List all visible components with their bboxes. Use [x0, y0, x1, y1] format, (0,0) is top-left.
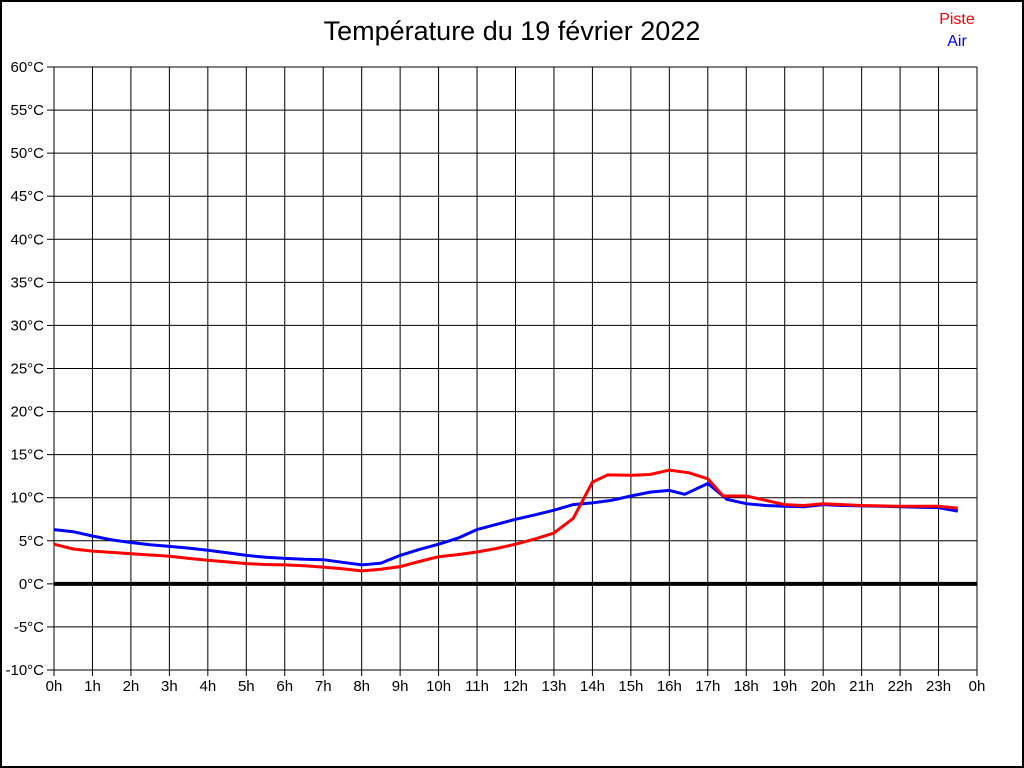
x-axis-label: 18h: [734, 678, 759, 695]
legend-item-air: Air: [947, 33, 967, 50]
x-axis-label: 22h: [888, 678, 913, 695]
x-axis-label: 15h: [618, 678, 643, 695]
y-axis-label: 0°C: [19, 576, 44, 593]
y-axis-label: 30°C: [10, 317, 44, 334]
x-axis-label: 6h: [276, 678, 293, 695]
x-axis-label: 9h: [392, 678, 409, 695]
series-line-piste: [53, 468, 958, 573]
y-axis-label: 45°C: [10, 188, 44, 205]
legend-item-piste: Piste: [939, 11, 975, 28]
y-axis-label: 10°C: [10, 490, 44, 507]
y-axis-label: 50°C: [10, 145, 44, 162]
x-axis-label: 11h: [465, 678, 489, 695]
x-axis-label: 20h: [811, 678, 836, 695]
y-axis-label: -10°C: [5, 662, 44, 679]
x-axis-label: 19h: [772, 678, 797, 695]
y-axis-label: 35°C: [10, 274, 44, 291]
x-axis-label: 1h: [84, 678, 101, 695]
x-axis-label: 21h: [849, 678, 874, 695]
x-axis-label: 2h: [123, 678, 140, 695]
x-axis-label: 4h: [199, 678, 216, 695]
x-axis-label: 17h: [695, 678, 720, 695]
x-axis-label: 13h: [541, 678, 566, 695]
x-axis-label: 0h: [46, 678, 63, 695]
x-axis-label: 5h: [238, 678, 255, 695]
x-axis-label: 3h: [161, 678, 178, 695]
x-axis-label: 0h: [969, 678, 986, 695]
y-axis-label: 15°C: [10, 447, 44, 464]
y-axis-label: 25°C: [10, 361, 44, 378]
y-axis-label: 5°C: [19, 533, 44, 550]
y-axis-label: 40°C: [10, 231, 44, 248]
x-axis-label: 8h: [353, 678, 370, 695]
y-axis-label: -5°C: [14, 619, 44, 636]
y-axis-label: 60°C: [10, 59, 44, 76]
chart-title: Température du 19 février 2022: [323, 16, 701, 46]
x-axis-label: 23h: [926, 678, 951, 695]
chart-legend: Piste Air: [922, 10, 992, 51]
y-axis-label: 20°C: [10, 404, 44, 421]
x-axis-label: 7h: [315, 678, 332, 695]
x-axis-label: 14h: [580, 678, 605, 695]
x-axis-label: 16h: [657, 678, 682, 695]
x-axis-label: 12h: [503, 678, 528, 695]
x-axis-label: 10h: [426, 678, 451, 695]
series-line-air: [53, 481, 959, 567]
y-axis-label: 55°C: [10, 102, 44, 119]
